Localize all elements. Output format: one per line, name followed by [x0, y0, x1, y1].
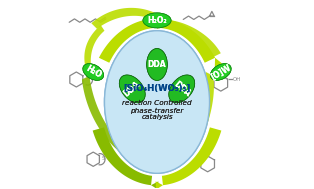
Polygon shape — [151, 181, 158, 189]
Text: DDA: DDA — [148, 60, 166, 69]
Polygon shape — [157, 20, 221, 57]
Text: DDA: DDA — [172, 79, 192, 98]
Ellipse shape — [147, 49, 167, 81]
Polygon shape — [156, 181, 163, 189]
Text: phase-transfer: phase-transfer — [130, 107, 184, 114]
Text: catalysis: catalysis — [141, 114, 173, 120]
Text: S: S — [101, 156, 105, 161]
Polygon shape — [91, 8, 157, 29]
Text: phase-transfer: phase-transfer — [130, 107, 184, 114]
Ellipse shape — [210, 64, 231, 80]
Text: OH: OH — [232, 77, 241, 82]
Ellipse shape — [169, 75, 195, 103]
Text: reaction Controlled: reaction Controlled — [122, 100, 192, 106]
Ellipse shape — [83, 64, 104, 80]
Polygon shape — [99, 19, 215, 63]
Ellipse shape — [143, 13, 171, 28]
Ellipse shape — [169, 75, 195, 103]
Text: H₂O₂: H₂O₂ — [147, 16, 167, 25]
Ellipse shape — [119, 75, 145, 103]
Polygon shape — [82, 76, 127, 155]
Text: DDA: DDA — [172, 79, 192, 98]
Text: DDA: DDA — [122, 79, 142, 98]
Ellipse shape — [210, 64, 231, 80]
Text: DDA: DDA — [148, 60, 166, 69]
Ellipse shape — [143, 13, 171, 28]
Text: [SiO₄H(WO₅)₃]: [SiO₄H(WO₅)₃] — [123, 83, 191, 92]
Text: H₂O: H₂O — [84, 64, 103, 80]
Text: reaction Controlled: reaction Controlled — [122, 100, 192, 106]
Text: catalysis: catalysis — [141, 114, 173, 120]
Text: [O]W: [O]W — [209, 63, 232, 81]
Polygon shape — [162, 127, 221, 185]
Text: O: O — [88, 70, 92, 74]
Polygon shape — [84, 25, 105, 70]
Ellipse shape — [83, 64, 104, 80]
Text: O: O — [84, 70, 87, 74]
Text: H₂O: H₂O — [84, 64, 103, 80]
Text: [O]W: [O]W — [209, 63, 232, 81]
Ellipse shape — [105, 31, 209, 173]
Text: O: O — [206, 145, 210, 150]
Text: [SiO₄H(WO₅)₃]: [SiO₄H(WO₅)₃] — [123, 83, 191, 92]
Polygon shape — [93, 127, 152, 185]
Ellipse shape — [147, 49, 167, 81]
Text: DDA: DDA — [122, 79, 142, 98]
Ellipse shape — [119, 75, 145, 103]
Text: S: S — [86, 75, 89, 81]
Polygon shape — [215, 58, 222, 67]
Ellipse shape — [105, 31, 209, 173]
Polygon shape — [187, 72, 214, 155]
Text: H₂O₂: H₂O₂ — [147, 16, 167, 25]
